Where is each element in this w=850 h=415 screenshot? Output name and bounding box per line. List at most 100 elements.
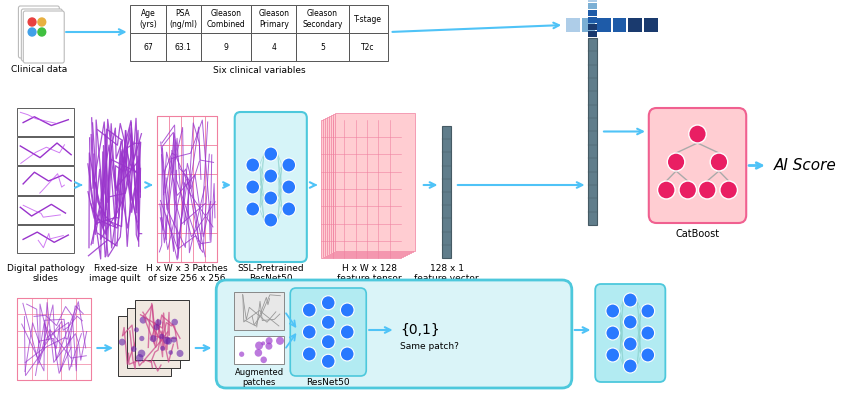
Circle shape xyxy=(264,169,278,183)
Circle shape xyxy=(265,337,273,344)
Circle shape xyxy=(156,319,162,326)
Circle shape xyxy=(28,18,36,26)
Circle shape xyxy=(688,125,706,143)
Bar xyxy=(588,31,598,37)
Circle shape xyxy=(239,352,244,357)
Text: Clinical data: Clinical data xyxy=(11,65,67,74)
Text: 5: 5 xyxy=(320,42,325,51)
Circle shape xyxy=(38,18,46,26)
Bar xyxy=(329,116,409,254)
Circle shape xyxy=(264,213,278,227)
Bar xyxy=(156,116,218,262)
Circle shape xyxy=(166,338,172,345)
Text: ResNet50: ResNet50 xyxy=(307,378,350,387)
Circle shape xyxy=(139,336,144,341)
FancyBboxPatch shape xyxy=(216,280,572,388)
Circle shape xyxy=(606,304,620,318)
FancyBboxPatch shape xyxy=(649,108,746,223)
Bar xyxy=(234,336,285,364)
Bar xyxy=(588,17,598,23)
Circle shape xyxy=(28,28,36,36)
Circle shape xyxy=(623,337,638,351)
Circle shape xyxy=(246,202,259,216)
Circle shape xyxy=(303,325,316,339)
Bar xyxy=(252,33,296,61)
Bar xyxy=(598,18,611,32)
Bar xyxy=(333,114,413,252)
Bar xyxy=(588,24,598,30)
Text: Fixed-size
image quilt: Fixed-size image quilt xyxy=(89,264,140,283)
Circle shape xyxy=(341,303,354,317)
Bar xyxy=(348,33,388,61)
Text: CatBoost: CatBoost xyxy=(676,229,720,239)
Circle shape xyxy=(679,181,696,199)
Bar xyxy=(131,33,166,61)
Bar xyxy=(166,5,201,33)
FancyBboxPatch shape xyxy=(21,9,62,61)
Text: 128 x 1
feature vector: 128 x 1 feature vector xyxy=(414,264,479,283)
Circle shape xyxy=(265,342,272,350)
Bar xyxy=(321,120,401,258)
Circle shape xyxy=(136,354,144,362)
Circle shape xyxy=(623,359,638,373)
Circle shape xyxy=(303,347,316,361)
Circle shape xyxy=(699,181,716,199)
Bar xyxy=(588,10,598,16)
Bar xyxy=(588,0,598,2)
Bar xyxy=(201,33,252,61)
Bar xyxy=(135,300,189,360)
Circle shape xyxy=(667,153,685,171)
Circle shape xyxy=(282,202,296,216)
Circle shape xyxy=(163,337,171,344)
Circle shape xyxy=(623,293,638,307)
Circle shape xyxy=(623,315,638,329)
Circle shape xyxy=(321,354,335,368)
Text: SSL-Pretrained
ResNet50: SSL-Pretrained ResNet50 xyxy=(237,264,304,283)
Bar xyxy=(332,115,411,253)
FancyBboxPatch shape xyxy=(595,284,666,382)
Circle shape xyxy=(264,147,278,161)
Circle shape xyxy=(710,153,728,171)
Text: PSA
(ng/ml): PSA (ng/ml) xyxy=(169,9,197,29)
Bar xyxy=(588,38,598,225)
Bar xyxy=(18,298,91,380)
Circle shape xyxy=(138,349,145,357)
FancyBboxPatch shape xyxy=(19,6,60,58)
Circle shape xyxy=(606,348,620,362)
Circle shape xyxy=(276,337,284,345)
Text: Digital pathology
slides: Digital pathology slides xyxy=(7,264,85,283)
Bar xyxy=(588,3,598,9)
Bar xyxy=(18,166,74,195)
Circle shape xyxy=(134,327,139,332)
Circle shape xyxy=(641,304,654,318)
Bar xyxy=(442,126,451,258)
Bar xyxy=(18,137,74,166)
Circle shape xyxy=(131,346,137,352)
Bar xyxy=(127,308,180,368)
Bar xyxy=(348,5,388,33)
Bar xyxy=(335,113,415,251)
Circle shape xyxy=(154,324,160,330)
Circle shape xyxy=(321,335,335,349)
Text: Gleason
Combined: Gleason Combined xyxy=(207,9,246,29)
Circle shape xyxy=(282,158,296,172)
Circle shape xyxy=(246,158,259,172)
Circle shape xyxy=(720,181,738,199)
Bar xyxy=(18,225,74,253)
Circle shape xyxy=(641,326,654,340)
Circle shape xyxy=(282,180,296,194)
Bar xyxy=(234,292,285,330)
Circle shape xyxy=(255,349,262,356)
Bar xyxy=(644,18,658,32)
Circle shape xyxy=(150,335,156,342)
Text: H x W x 3 Patches
of size 256 x 256: H x W x 3 Patches of size 256 x 256 xyxy=(146,264,228,283)
FancyBboxPatch shape xyxy=(235,112,307,262)
Circle shape xyxy=(606,326,620,340)
Bar xyxy=(252,5,296,33)
Bar xyxy=(323,119,403,257)
Circle shape xyxy=(261,342,265,345)
Circle shape xyxy=(341,325,354,339)
Text: T-stage: T-stage xyxy=(354,15,382,24)
Text: 63.1: 63.1 xyxy=(174,42,191,51)
Bar xyxy=(628,18,642,32)
